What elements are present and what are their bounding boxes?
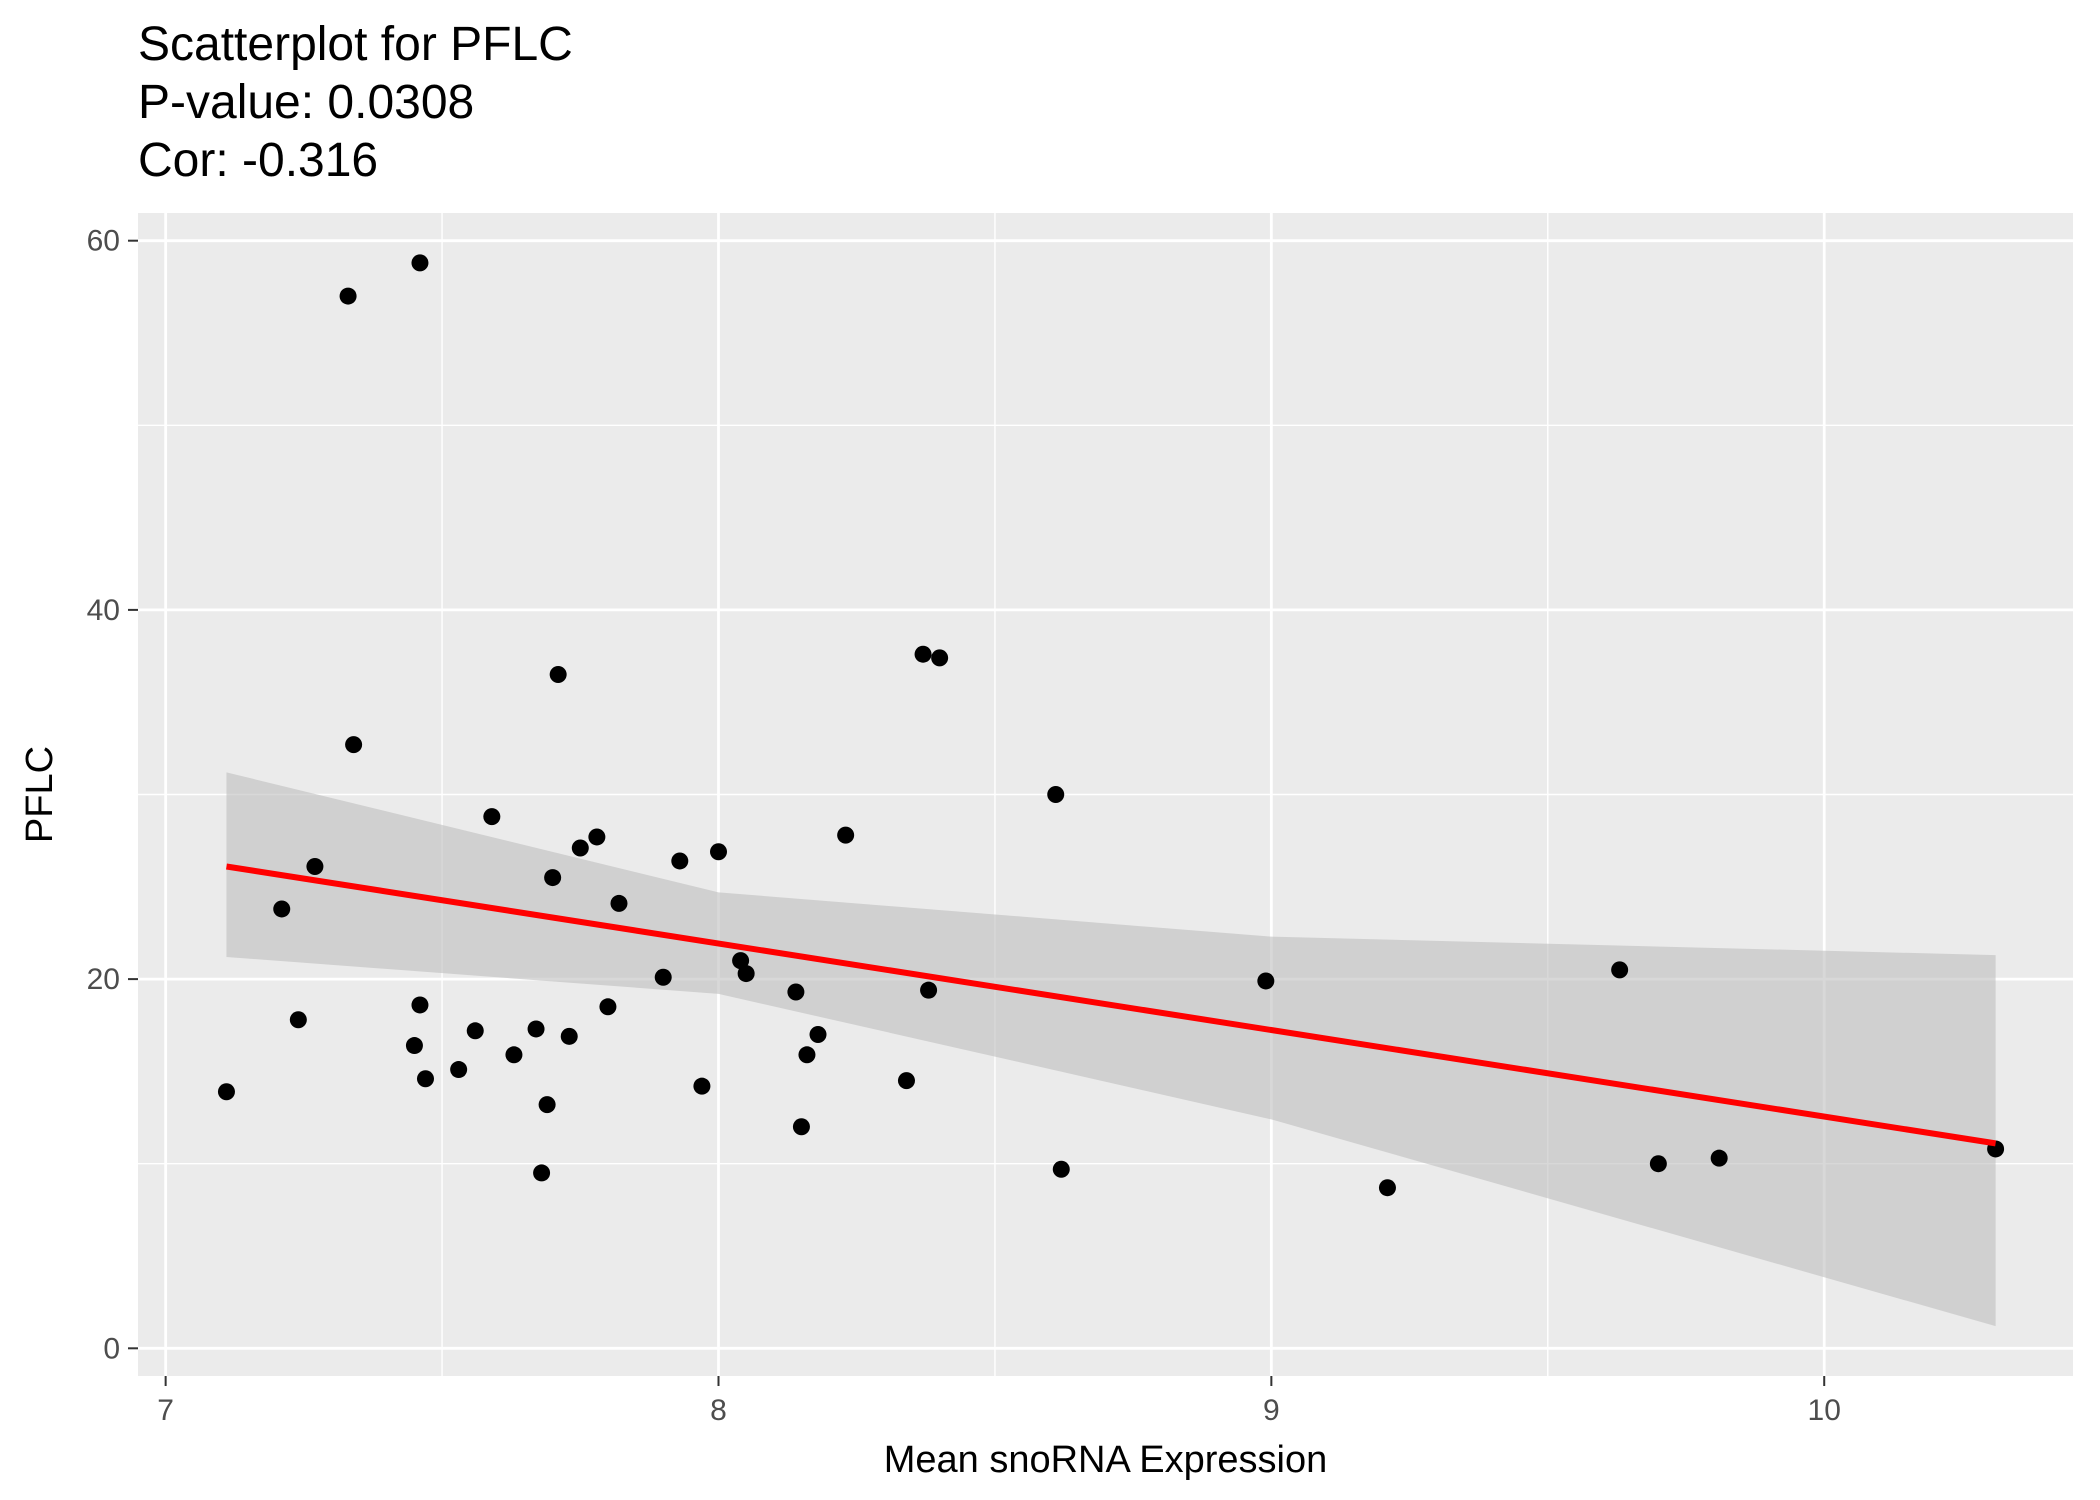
data-point (345, 736, 363, 754)
chart-title: Scatterplot for PFLC (138, 18, 573, 71)
points-layer (217, 254, 2005, 1197)
y-tick-label: 40 (87, 594, 120, 627)
data-point (571, 839, 589, 857)
data-point (405, 1037, 423, 1055)
data-point (671, 852, 689, 870)
data-point (483, 808, 501, 826)
chart-title-block: Scatterplot for PFLC P-value: 0.0308 Cor… (138, 16, 573, 190)
data-point (1257, 972, 1275, 990)
axes-layer: 7 8 9 10 0 20 40 60 (87, 225, 1841, 1427)
data-point (217, 1083, 235, 1101)
data-point (533, 1164, 551, 1182)
data-point (339, 287, 357, 305)
data-point (416, 1070, 434, 1088)
data-point (599, 998, 617, 1016)
data-point (837, 826, 855, 844)
x-axis-title: Mean snoRNA Expression (884, 1439, 1328, 1481)
x-tick-label: 8 (710, 1394, 727, 1427)
data-point (732, 952, 750, 970)
y-axis-title: PFLC (19, 746, 61, 843)
data-point (914, 645, 932, 663)
data-point (931, 649, 949, 667)
data-point (466, 1022, 484, 1040)
data-point (538, 1096, 556, 1114)
x-tick-label: 9 (1263, 1394, 1280, 1427)
data-point (1052, 1160, 1070, 1178)
data-point (411, 996, 429, 1014)
data-point (1378, 1179, 1396, 1197)
data-point (289, 1011, 307, 1029)
data-point (544, 869, 562, 887)
data-point (450, 1061, 468, 1079)
data-point (560, 1027, 578, 1045)
data-point (549, 666, 567, 684)
chart-subtitle-pvalue: P-value: 0.0308 (138, 76, 475, 129)
fit-line-layer (225, 863, 1997, 1147)
chart-subtitle-cor: Cor: -0.316 (138, 134, 379, 187)
data-point (737, 965, 755, 983)
y-tick-label: 0 (103, 1332, 120, 1365)
regression-line (225, 863, 1997, 1147)
data-point (1047, 786, 1065, 803)
data-point (693, 1077, 711, 1095)
data-point (792, 1118, 810, 1136)
data-point (897, 1072, 915, 1090)
data-point (710, 843, 727, 861)
x-tick-label: 7 (157, 1394, 174, 1427)
data-point (505, 1046, 523, 1064)
data-point (273, 900, 291, 918)
data-point (1649, 1155, 1667, 1173)
x-tick-label: 10 (1808, 1394, 1841, 1427)
data-point (920, 981, 938, 999)
data-point (1611, 961, 1629, 979)
data-point (588, 828, 606, 846)
confidence-band-layer (226, 772, 1996, 1327)
data-point (610, 894, 628, 912)
data-point (1710, 1149, 1728, 1167)
data-point (798, 1046, 816, 1064)
y-tick-label: 20 (87, 963, 120, 996)
data-point (306, 857, 324, 875)
data-point (411, 254, 429, 272)
data-point (809, 1025, 827, 1043)
y-tick-label: 60 (87, 225, 120, 258)
data-point (654, 968, 672, 986)
confidence-band (226, 772, 1996, 1327)
data-point (527, 1020, 545, 1038)
data-point (787, 983, 805, 1001)
